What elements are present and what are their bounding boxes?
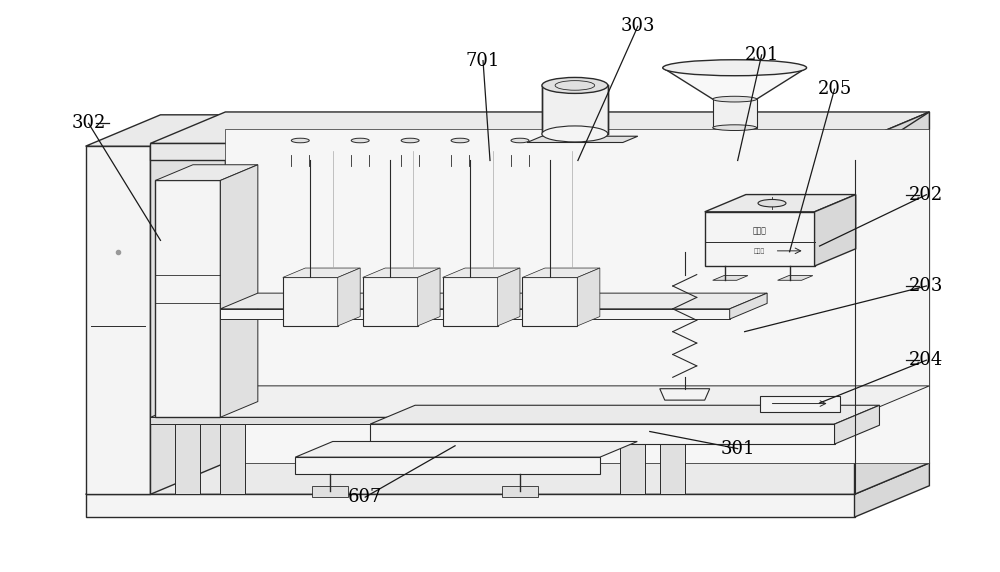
Text: 205: 205 — [817, 80, 852, 98]
Text: 202: 202 — [909, 186, 944, 204]
Polygon shape — [443, 268, 520, 277]
Polygon shape — [150, 417, 855, 424]
Polygon shape — [418, 268, 440, 326]
Polygon shape — [663, 67, 807, 99]
Polygon shape — [86, 494, 855, 517]
Polygon shape — [155, 180, 220, 417]
Polygon shape — [283, 268, 360, 277]
Polygon shape — [498, 268, 520, 326]
Ellipse shape — [511, 138, 529, 143]
Polygon shape — [150, 112, 929, 144]
Polygon shape — [370, 424, 835, 444]
Polygon shape — [150, 386, 929, 417]
Polygon shape — [577, 268, 600, 326]
Polygon shape — [86, 463, 929, 494]
Text: 201: 201 — [744, 46, 779, 64]
Text: 607: 607 — [348, 488, 382, 506]
Text: 电源器: 电源器 — [754, 248, 765, 253]
Polygon shape — [522, 277, 577, 326]
Polygon shape — [542, 85, 608, 134]
Text: 701: 701 — [466, 51, 500, 70]
Polygon shape — [835, 405, 879, 444]
Polygon shape — [713, 99, 757, 128]
Ellipse shape — [713, 96, 757, 102]
Polygon shape — [705, 212, 815, 266]
Polygon shape — [86, 115, 225, 146]
Text: 302: 302 — [71, 114, 106, 132]
Polygon shape — [150, 144, 855, 161]
Polygon shape — [312, 486, 348, 497]
Polygon shape — [150, 115, 225, 494]
Polygon shape — [220, 424, 245, 494]
Polygon shape — [855, 463, 929, 517]
Text: 204: 204 — [909, 351, 944, 369]
Ellipse shape — [401, 138, 419, 143]
Ellipse shape — [451, 138, 469, 143]
Polygon shape — [730, 293, 767, 319]
Polygon shape — [86, 146, 150, 494]
Polygon shape — [778, 276, 813, 280]
Polygon shape — [155, 165, 258, 180]
Polygon shape — [855, 112, 929, 161]
Polygon shape — [855, 112, 929, 494]
Polygon shape — [220, 293, 767, 309]
Text: 203: 203 — [909, 277, 944, 295]
Text: 303: 303 — [621, 17, 655, 35]
Polygon shape — [338, 268, 360, 326]
Ellipse shape — [713, 125, 757, 130]
Polygon shape — [295, 442, 637, 457]
Polygon shape — [225, 129, 929, 463]
Polygon shape — [760, 396, 840, 411]
Polygon shape — [660, 389, 710, 400]
Polygon shape — [522, 268, 600, 277]
Ellipse shape — [351, 138, 369, 143]
Polygon shape — [620, 424, 645, 494]
Ellipse shape — [542, 77, 608, 93]
Polygon shape — [175, 424, 200, 494]
Polygon shape — [283, 277, 338, 326]
Ellipse shape — [542, 126, 608, 142]
Polygon shape — [815, 194, 856, 266]
Polygon shape — [220, 309, 730, 319]
Ellipse shape — [663, 59, 807, 76]
Polygon shape — [363, 277, 418, 326]
Polygon shape — [713, 276, 748, 280]
Polygon shape — [660, 424, 685, 494]
Ellipse shape — [758, 200, 786, 207]
Polygon shape — [370, 405, 879, 424]
Text: 破碎机: 破碎机 — [753, 227, 767, 235]
Polygon shape — [705, 194, 856, 212]
Polygon shape — [443, 277, 498, 326]
Polygon shape — [220, 165, 258, 417]
Polygon shape — [363, 268, 440, 277]
Polygon shape — [527, 136, 638, 142]
Text: 301: 301 — [720, 440, 755, 458]
Polygon shape — [502, 486, 538, 497]
Ellipse shape — [291, 138, 309, 143]
Polygon shape — [295, 457, 600, 474]
